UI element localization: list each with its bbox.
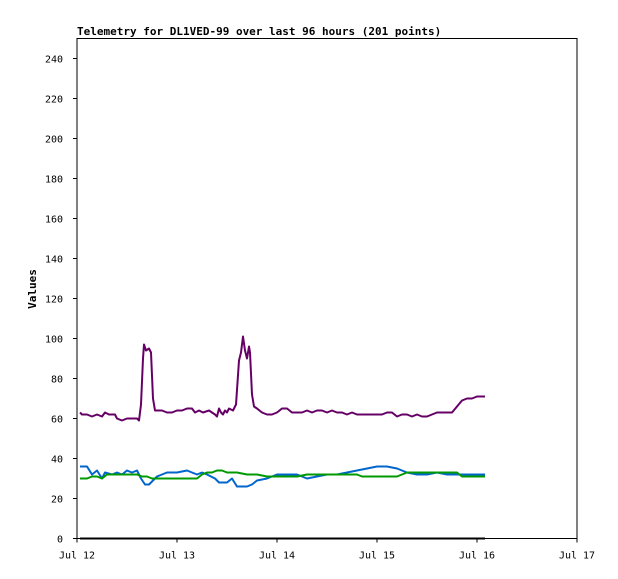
y-tick-label: 80 <box>51 375 63 386</box>
y-tick-label: 0 <box>57 535 63 546</box>
x-tick-label: Jul 16 <box>459 551 495 562</box>
x-tick-label: Jul 14 <box>259 551 295 562</box>
y-tick-label: 20 <box>51 495 63 506</box>
series-line-1 <box>79 335 485 422</box>
y-tick-label: 160 <box>45 215 63 226</box>
y-axis-ticks: 0 20 40 60 80 100 120 140 160 180 200 220 240 <box>45 55 77 546</box>
x-tick-label: Jul 13 <box>159 551 195 562</box>
x-tick-label: Jul 15 <box>359 551 395 562</box>
y-tick-label: 60 <box>51 415 63 426</box>
y-tick-label: 220 <box>45 95 63 106</box>
y-tick-label: 40 <box>51 455 63 466</box>
x-tick-label: Jul 17 <box>559 551 595 562</box>
y-tick-label: 100 <box>45 335 63 346</box>
plot-frame <box>76 38 578 539</box>
x-axis-ticks: Jul 12 Jul 13 Jul 14 Jul 15 Jul 16 Jul 17 <box>59 538 595 562</box>
chart-title: Telemetry for DL1VED-99 over last 96 hou… <box>77 25 441 38</box>
y-tick-label: 240 <box>45 55 63 66</box>
series-line-2 <box>80 465 485 488</box>
x-tick-label: Jul 12 <box>59 551 95 562</box>
y-tick-label: 200 <box>45 135 63 146</box>
series-line-3 <box>80 469 485 480</box>
series-layer <box>79 335 485 540</box>
y-tick-label: 120 <box>45 295 63 306</box>
y-tick-label: 180 <box>45 175 63 186</box>
y-axis-label: Values <box>26 269 39 309</box>
y-tick-label: 140 <box>45 255 63 266</box>
